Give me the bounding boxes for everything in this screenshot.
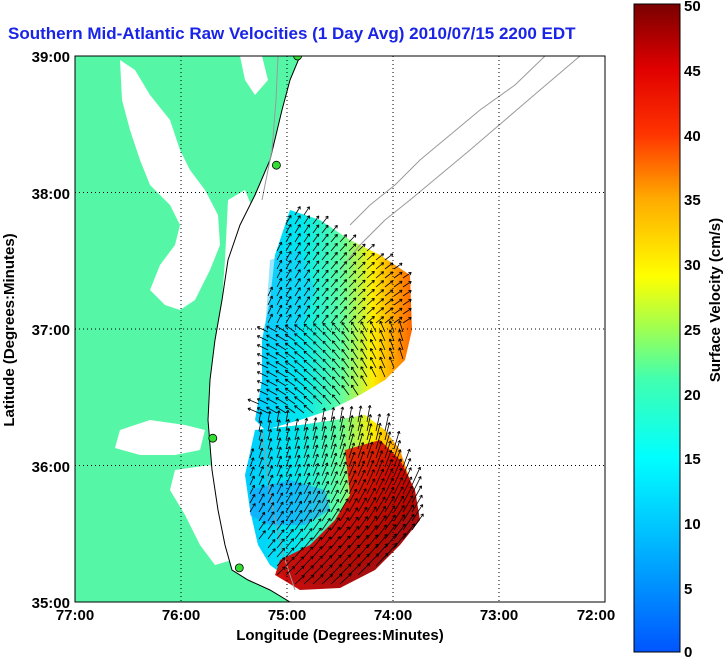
y-tick-label: 38:00: [32, 186, 70, 203]
station-marker: [209, 434, 217, 442]
y-tick-labels: 39:00 38:00 37:00 36:00 35:00: [32, 49, 70, 612]
y-tick-label: 37:00: [32, 322, 70, 339]
x-axis-label: Longitude (Degrees:Minutes): [236, 627, 444, 644]
colorbar-tick-label: 30: [684, 257, 701, 274]
colorbar-tick-label: 5: [684, 581, 692, 598]
y-tick-label: 39:00: [32, 49, 70, 66]
colorbar-tick-labels: 50 45 40 35 30 25 20 15 10 5 0: [684, 0, 701, 659]
station-marker: [235, 564, 243, 572]
y-axis-label: Latitude (Degrees:Minutes): [1, 233, 18, 426]
x-tick-label: 75:00: [268, 607, 306, 624]
x-tick-label: 76:00: [162, 607, 200, 624]
colorbar-tick-label: 45: [684, 63, 701, 80]
colorbar-tick-label: 50: [684, 0, 701, 15]
y-tick-label: 35:00: [32, 595, 70, 612]
x-tick-label: 73:00: [480, 607, 518, 624]
colorbar: [634, 4, 680, 652]
colorbar-tick-label: 10: [684, 516, 701, 533]
station-marker: [272, 161, 280, 169]
x-tick-label: 72:00: [577, 607, 615, 624]
plot-area: [75, 52, 605, 602]
colorbar-tick-label: 15: [684, 451, 701, 468]
colorbar-tick-label: 35: [684, 192, 701, 209]
colorbar-tick-label: 0: [684, 644, 692, 659]
x-tick-labels: 77:00 76:00 75:00 74:00 73:00 72:00: [56, 607, 615, 624]
colorbar-tick-label: 20: [684, 387, 701, 404]
y-tick-label: 36:00: [32, 459, 70, 476]
colorbar-tick-label: 25: [684, 322, 701, 339]
colorbar-label: Surface Velocity (cm/s): [707, 218, 724, 382]
x-tick-label: 74:00: [374, 607, 412, 624]
colorbar-tick-label: 40: [684, 128, 701, 145]
